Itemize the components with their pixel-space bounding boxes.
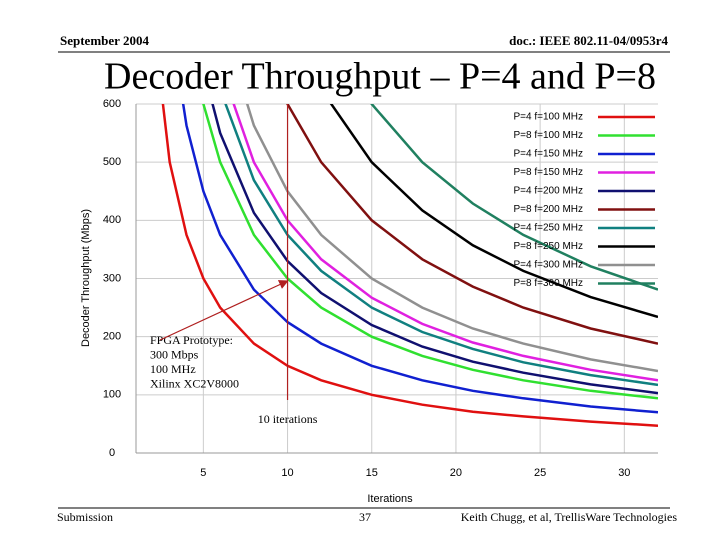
x-tick-label: 10	[281, 467, 293, 479]
series-line	[211, 104, 658, 395]
legend-label: P=8 f=250 MHz	[514, 241, 583, 252]
legend-label: P=8 f=150 MHz	[514, 167, 583, 178]
x-tick-label: 15	[366, 467, 378, 479]
series-line	[370, 104, 658, 291]
annotation-arrow	[159, 280, 289, 341]
legend-label: P=8 f=200 MHz	[514, 204, 583, 215]
legend-label: P=4 f=250 MHz	[514, 223, 583, 234]
x-tick-label: 20	[450, 467, 462, 479]
y-tick-label: 500	[103, 156, 121, 168]
plot: 0 100 200 300 400 500 600 5 10 15 20 25 30 P=4 f=100 …	[103, 98, 658, 479]
x-axis-label: Iterations	[367, 493, 413, 505]
x-tick-label: 5	[200, 467, 206, 479]
series-line	[232, 104, 658, 382]
series-group	[161, 104, 658, 427]
footer-left: Submission	[57, 510, 113, 524]
header-right: doc.: IEEE 802.11-04/0953r4	[509, 33, 668, 48]
series-line	[224, 104, 658, 387]
footer-right: Keith Chugg, et al, TrellisWare Technolo…	[461, 510, 678, 524]
y-tick-label: 100	[103, 389, 121, 401]
y-tick-label: 200	[103, 331, 121, 343]
legend-label: P=4 f=100 MHz	[514, 112, 583, 123]
legend-label: P=8 f=100 MHz	[514, 130, 583, 141]
series-line	[329, 104, 658, 319]
series-line	[202, 104, 658, 400]
x-tick-label: 25	[534, 467, 546, 479]
footer-page: 37	[359, 510, 371, 524]
legend-label: P=4 f=150 MHz	[514, 149, 583, 160]
series-line	[181, 104, 658, 414]
legend-label: P=8 f=300 MHz	[514, 278, 583, 289]
slide-title: Decoder Throughput – P=4 and P=8	[104, 56, 656, 98]
annotation-text: FPGA Prototype:	[150, 333, 233, 347]
y-tick-label: 300	[103, 272, 121, 284]
legend-label: P=4 f=300 MHz	[514, 260, 583, 271]
x-tick-label: 30	[618, 467, 630, 479]
header-left: September 2004	[60, 33, 149, 48]
y-tick-label: 400	[103, 214, 121, 226]
annotation-text: 300 Mbps	[150, 347, 199, 361]
annotation-text: Xilinx XC2V8000	[150, 376, 239, 390]
series-line	[286, 104, 658, 345]
marker-label: 10 iterations	[258, 412, 318, 426]
y-axis-label: Decoder Throughput (Mbps)	[80, 209, 92, 347]
annotation-text: 100 MHz	[150, 362, 196, 376]
y-tick-label: 0	[109, 447, 115, 459]
y-tick-label: 600	[103, 98, 121, 110]
legend-label: P=4 f=200 MHz	[514, 186, 583, 197]
series-line	[161, 104, 658, 427]
series-line	[245, 104, 658, 373]
